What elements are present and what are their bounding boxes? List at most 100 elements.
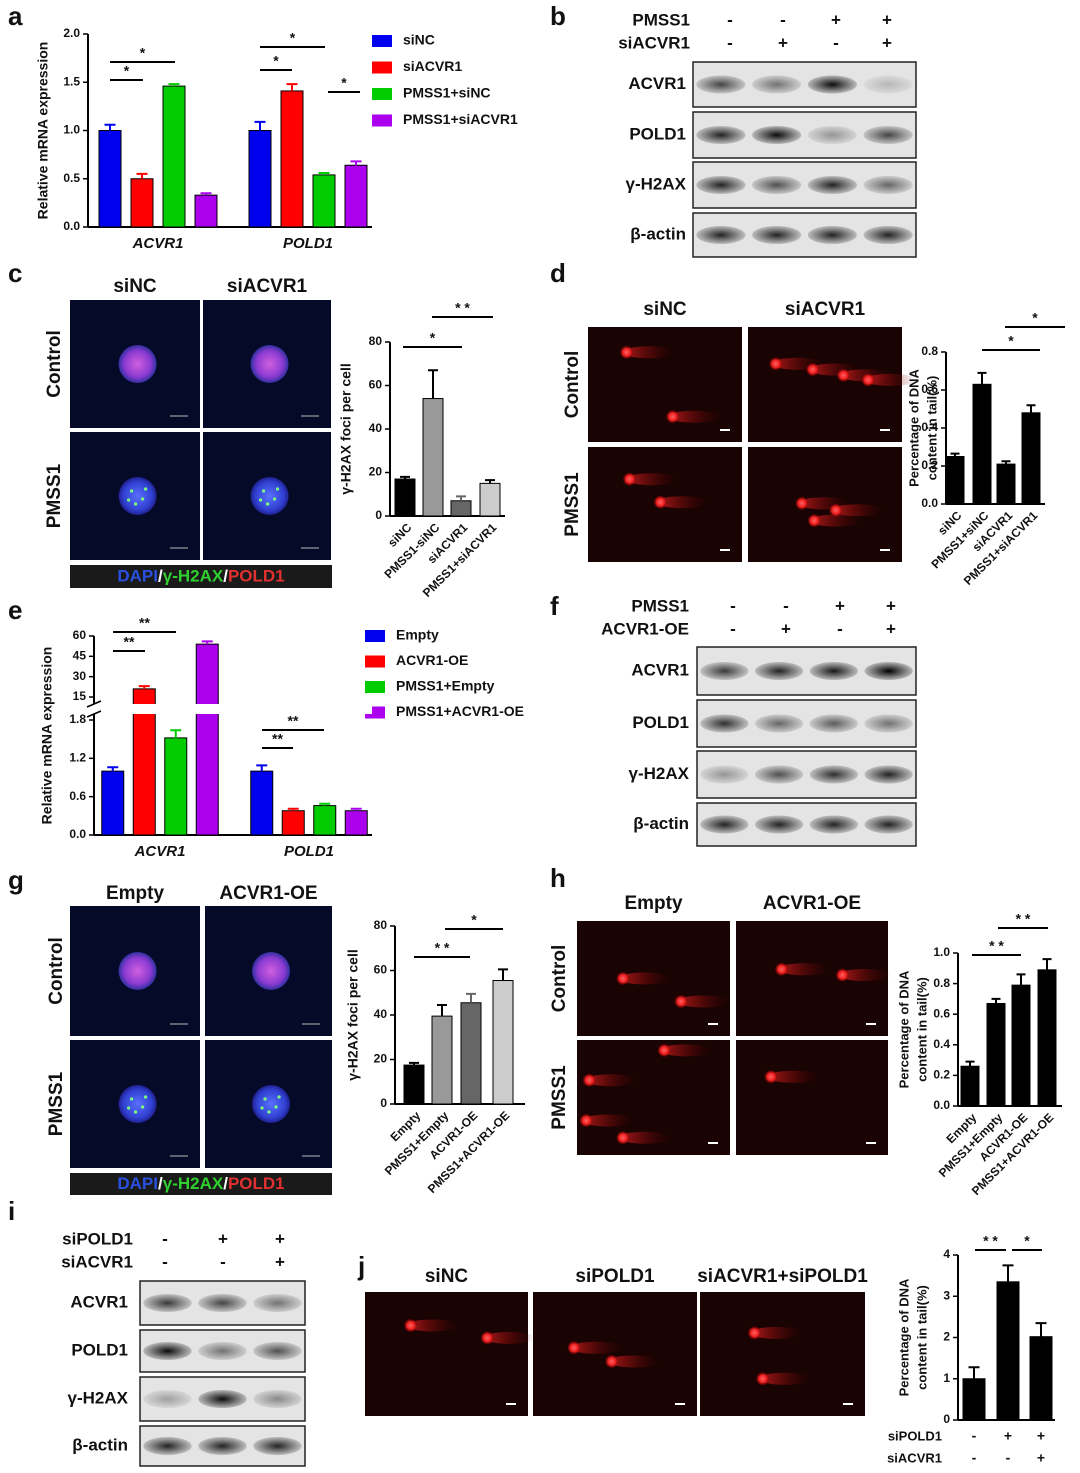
- blot-band: [700, 765, 749, 784]
- significance-label: *: [124, 63, 130, 79]
- column-header: siACVR1: [227, 276, 308, 297]
- comet-head: [861, 373, 875, 387]
- bar: [962, 1378, 986, 1421]
- y-tick-label: 1.8: [69, 712, 86, 726]
- condition-sign: +: [1037, 1428, 1045, 1444]
- comet-tail: [668, 410, 721, 423]
- nucleus: [118, 1085, 157, 1123]
- y-tick-label: 3: [943, 1288, 950, 1302]
- bar: [1011, 984, 1031, 1107]
- row-header: PMSS1: [44, 463, 65, 528]
- bar: [422, 398, 444, 517]
- blot-band: [864, 765, 913, 784]
- bar: [344, 164, 368, 228]
- error-bar: [1016, 973, 1026, 986]
- error-bar: [138, 685, 150, 689]
- error-bar: [1026, 404, 1036, 413]
- blot-band: [700, 662, 749, 680]
- condition-sign: +: [218, 1229, 228, 1248]
- blot-band: [807, 176, 857, 194]
- y-tick-label: 1.2: [69, 751, 86, 765]
- condition-sign: -: [972, 1450, 977, 1466]
- significance-label: *: [1024, 1233, 1030, 1249]
- y-tick-label: 45: [73, 649, 87, 663]
- error-bar: [409, 1061, 419, 1066]
- comet-head: [836, 368, 850, 382]
- foci: [274, 1105, 278, 1109]
- condition-sign: -: [162, 1252, 168, 1271]
- bar: [194, 194, 218, 228]
- comet-head: [764, 1070, 778, 1084]
- caption-part: POLD1: [228, 567, 285, 586]
- y-tick-label: 4: [943, 1247, 950, 1261]
- blot-band: [700, 815, 749, 834]
- panel-letter: j: [357, 1251, 365, 1281]
- blot-band: [752, 75, 802, 94]
- legend-label: PMSS1+siACVR1: [403, 111, 518, 127]
- blot-label: ACVR1: [631, 660, 689, 679]
- panel-letter: b: [550, 1, 566, 31]
- error-bar: [498, 968, 508, 981]
- significance-label: *: [471, 912, 477, 928]
- condition-sign: -: [220, 1252, 226, 1271]
- micrograph: [736, 1040, 888, 1155]
- error-bar: [170, 729, 182, 738]
- comet-tail: [570, 1341, 622, 1354]
- y-tick-label: 0.0: [933, 1098, 950, 1112]
- error-bar: [965, 1060, 975, 1067]
- foci: [265, 502, 270, 506]
- comet-head: [806, 363, 820, 377]
- comet-tail: [483, 1331, 536, 1344]
- bar: [313, 805, 337, 836]
- condition-sign: +: [886, 596, 896, 615]
- blot-band: [253, 1294, 302, 1312]
- comet-tail: [750, 1326, 803, 1339]
- micrograph: [588, 327, 742, 442]
- comet-head: [579, 1114, 593, 1127]
- bar: [394, 478, 416, 517]
- significance-label: *: [140, 45, 146, 61]
- legend-label: PMSS1+siNC: [403, 85, 491, 101]
- y-axis-label: Percentage of DNA: [906, 369, 921, 487]
- condition-sign: +: [1004, 1428, 1012, 1444]
- panel-letter: a: [8, 1, 23, 31]
- nucleus: [118, 952, 157, 990]
- bar: [280, 90, 304, 228]
- blot-label: POLD1: [71, 1340, 128, 1359]
- caption-part: POLD1: [228, 1174, 285, 1193]
- blot-band: [198, 1390, 247, 1408]
- comet-head: [404, 1318, 418, 1332]
- significance-label: *: [430, 330, 436, 346]
- comet-head: [480, 1331, 494, 1345]
- caption: DAPI/γ-H2AX/POLD1: [117, 567, 284, 586]
- bar: [195, 643, 219, 836]
- blot-band: [696, 226, 746, 244]
- comet-tail: [831, 504, 884, 517]
- y-tick-label: 1.5: [63, 74, 80, 88]
- comet-head: [605, 1354, 619, 1368]
- comet-head: [835, 968, 849, 982]
- row-header: Control: [562, 351, 583, 419]
- condition-sign: +: [781, 619, 791, 638]
- significance-label: *: [290, 30, 296, 46]
- blot-band: [807, 126, 857, 144]
- foci: [127, 1106, 131, 1110]
- nucleus: [250, 345, 289, 383]
- condition-sign: -: [837, 619, 843, 638]
- error-bar: [168, 83, 180, 87]
- blot-band: [755, 765, 804, 784]
- blot-band: [696, 126, 746, 144]
- error-bar: [350, 160, 362, 166]
- condition-sign: -: [727, 10, 733, 29]
- x-tick-label: POLD1: [284, 843, 334, 860]
- blot-band: [752, 176, 802, 194]
- significance-label: **: [288, 713, 299, 729]
- blot-band: [863, 226, 913, 244]
- y-tick-label: 2.0: [63, 26, 80, 40]
- nucleus: [250, 477, 289, 515]
- significance-label: * *: [455, 300, 470, 316]
- blot-band: [752, 126, 802, 144]
- legend-swatch: [365, 681, 385, 693]
- blot-band: [696, 75, 746, 94]
